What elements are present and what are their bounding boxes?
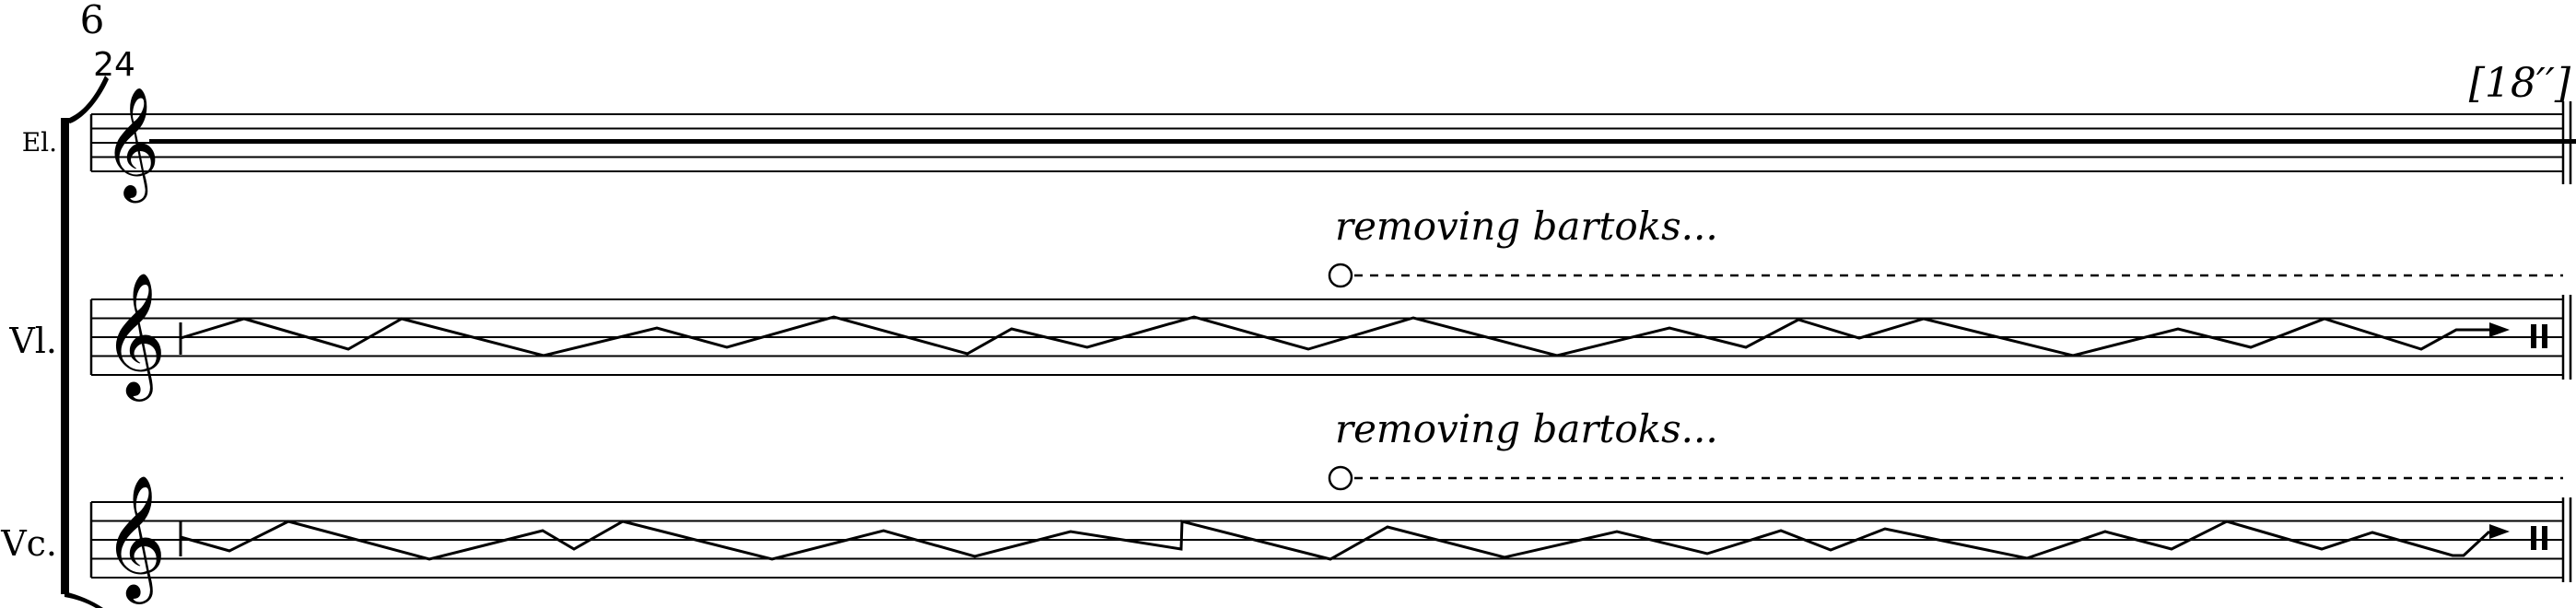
electronics-sustained-line: [149, 139, 2576, 144]
violin-technique-text: removing bartoks...: [1335, 204, 1718, 249]
cello-arrowhead-icon: [2489, 524, 2510, 539]
final-double-barline: [2561, 101, 2572, 582]
staff-label-cello: Vc.: [0, 523, 57, 564]
violin-glissando: [179, 315, 2547, 357]
treble-clef-icon: 𝄞: [103, 86, 159, 203]
cello-zigzag-line: [180, 520, 2491, 561]
treble-clef-icon: 𝄞: [103, 272, 167, 402]
duration-marking: [18′′]: [2469, 60, 2571, 107]
staff-label-electronics: El.: [22, 127, 57, 158]
violin-open-circle-icon: [1328, 263, 1353, 288]
staff-label-violin: Vl.: [8, 321, 57, 361]
cello-technique-text: removing bartoks...: [1335, 406, 1718, 451]
cello-glissando: [179, 520, 2547, 561]
violin-caesura-icon: [2531, 324, 2547, 348]
cello-caesura-icon: [2531, 526, 2547, 550]
cello-open-circle-icon: [1328, 465, 1353, 491]
violin-arrowhead-icon: [2489, 322, 2510, 337]
system-bracket: [61, 76, 109, 608]
measure-number: 6: [80, 0, 105, 42]
treble-clef-icon: 𝄞: [103, 474, 167, 604]
staff-violin: [91, 298, 2563, 376]
time-signature: 24: [93, 46, 135, 84]
violin-zigzag-line: [180, 315, 2489, 357]
